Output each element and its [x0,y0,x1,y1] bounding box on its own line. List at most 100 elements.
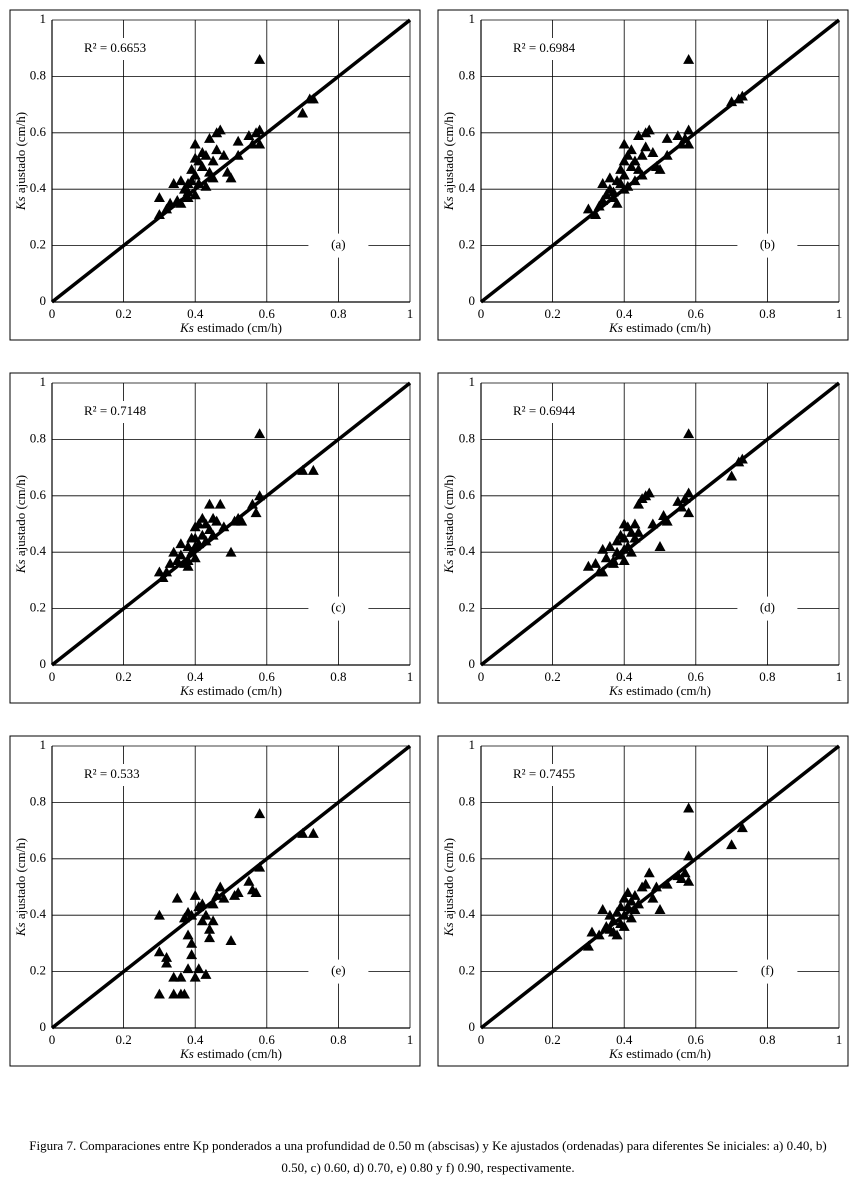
point [307,464,319,475]
y-axis-label: Ks ajustado (cm/h) [441,112,456,211]
y-tick-label: 0.8 [30,67,46,82]
point [175,549,187,560]
x-axis-label: Ks estimado (cm/h) [608,683,711,698]
x-tick-label: 1 [407,669,414,684]
point [186,175,198,186]
point [679,867,691,878]
point [186,937,198,948]
point [683,487,695,498]
point [246,498,258,509]
point [654,904,666,914]
panel-frame [437,735,849,1067]
point [597,566,609,577]
panel: 0 0.2 0.4 0.6 0.8 1 0 0.2 0.4 0.6 0.8 1 (a) R² = 0.66… [9,9,421,341]
x-tick-label: 0 [478,306,485,321]
label-background [737,596,798,621]
y-tick-label: 0.6 [459,850,476,865]
point [683,802,695,813]
point [618,532,630,543]
point [618,909,630,920]
x-tick-label: 0 [49,306,56,321]
annotation: R² = 0.7455 [513,766,575,781]
point [625,895,637,906]
point [189,169,201,180]
point [625,161,637,172]
point [622,901,634,912]
panel-label: (b) [760,237,775,252]
x-tick-label: 0 [49,669,56,684]
point [618,138,630,149]
point [683,124,695,135]
point [629,155,641,166]
annotation: R² = 0.6944 [513,403,576,418]
point [182,906,194,917]
point [618,920,630,931]
y-tick-label: 0.4 [459,543,476,558]
point [297,827,309,838]
point [153,946,165,957]
point [204,932,216,943]
y-tick-label: 0.2 [30,237,46,252]
panel-frame [437,372,849,704]
point [171,892,183,903]
point [254,428,266,439]
point [175,971,187,982]
point [250,507,262,518]
point [650,881,662,892]
point [611,535,623,546]
point [168,971,180,982]
point [647,147,659,157]
point [243,875,255,886]
y-tick-label: 0.4 [459,906,476,921]
point [225,546,237,557]
point [175,538,187,549]
point [196,161,208,172]
point [236,515,248,526]
y-axis-label-symbol: Ks [13,559,28,574]
point [186,949,198,960]
point [211,144,223,155]
point [618,183,630,194]
annotation-background [80,38,160,60]
point [182,192,194,203]
point [175,197,187,208]
point [250,887,262,898]
x-tick-label: 0.4 [616,1032,633,1047]
point [164,197,176,208]
x-tick-label: 0.6 [688,669,705,684]
point [593,929,605,940]
point [633,130,645,141]
x-axis-label-text: estimado (cm/h) [626,683,711,698]
y-tick-label: 0.8 [459,793,475,808]
point [189,552,201,563]
point [171,555,183,566]
point [590,557,602,568]
point [736,822,748,833]
point [607,557,619,568]
y-tick-label: 1 [40,11,47,26]
point [211,515,223,526]
point [200,535,212,546]
y-tick-label: 1 [40,374,47,389]
point [196,915,208,926]
point [582,560,594,571]
annotation: R² = 0.7148 [84,403,146,418]
x-tick-label: 0.6 [259,1032,276,1047]
point [207,155,219,166]
point [207,915,219,926]
annotation-background [509,401,589,423]
point [593,200,605,211]
point [590,209,602,219]
point [683,875,695,886]
x-tick-label: 0.2 [544,306,560,321]
point [647,892,659,903]
y-axis-label: Ks ajustado (cm/h) [441,475,456,574]
x-tick-label: 1 [836,306,843,321]
y-tick-label: 0 [469,293,476,308]
point [618,169,630,180]
x-axis-label-symbol: Ks [179,1046,194,1061]
annotation: R² = 0.6984 [513,40,576,55]
point [636,149,648,160]
x-tick-label: 0.4 [187,306,204,321]
point [204,498,216,509]
